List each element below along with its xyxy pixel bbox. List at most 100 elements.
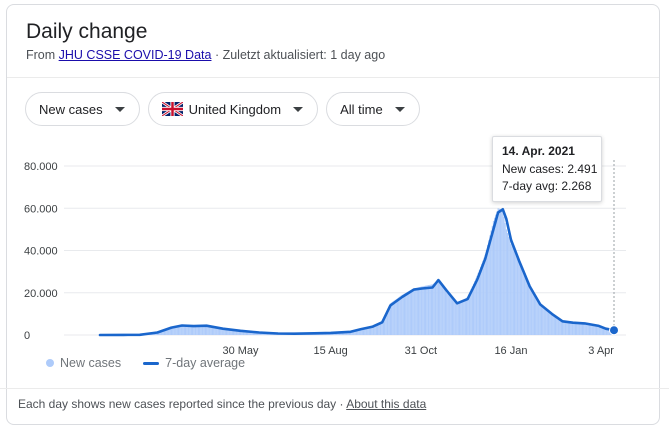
new-cases-bar	[532, 290, 534, 335]
avg-line	[98, 208, 616, 337]
new-cases-bar	[194, 325, 196, 335]
new-cases-bar	[457, 302, 459, 335]
new-cases-bar	[461, 300, 463, 335]
new-cases-bar	[373, 324, 375, 335]
new-cases-bar	[538, 301, 540, 335]
hover-tooltip: 14. Apr. 2021 New cases: 2.491 7-day avg…	[492, 136, 602, 202]
new-cases-bar	[475, 278, 477, 335]
new-cases-bar	[407, 291, 409, 335]
new-cases-bar	[503, 216, 505, 335]
new-cases-bar	[392, 301, 394, 335]
new-cases-bar	[556, 316, 558, 335]
new-cases-bar	[195, 325, 197, 335]
hover-point	[609, 325, 619, 336]
new-cases-bar	[558, 317, 560, 335]
new-cases-bar	[539, 303, 541, 335]
new-cases-bar	[398, 297, 400, 335]
region-dropdown[interactable]: United Kingdom	[147, 92, 319, 126]
new-cases-bar	[346, 332, 348, 335]
new-cases-bar	[525, 275, 527, 335]
new-cases-bar	[488, 240, 490, 335]
about-data-link[interactable]: About this data	[346, 397, 427, 411]
new-cases-bar	[432, 284, 434, 335]
new-cases-bar	[481, 263, 483, 335]
period-dropdown[interactable]: All time	[326, 92, 420, 126]
new-cases-bar	[550, 311, 552, 335]
new-cases-bar	[482, 260, 484, 335]
new-cases-bar	[510, 244, 512, 335]
new-cases-bar	[547, 309, 550, 335]
new-cases-bar	[401, 294, 403, 335]
new-cases-bar	[391, 302, 393, 335]
new-cases-bar	[241, 330, 243, 335]
new-cases-bar	[566, 321, 568, 335]
new-cases-bar	[426, 285, 428, 335]
new-cases-bar	[561, 320, 564, 335]
new-cases-bar	[176, 325, 178, 335]
new-cases-bar	[518, 258, 520, 335]
tooltip-new-cases: New cases: 2.491	[502, 162, 597, 176]
new-cases-bar	[207, 326, 209, 335]
new-cases-bar	[437, 280, 440, 335]
source-link[interactable]: JHU CSSE COVID-19 Data	[58, 48, 212, 62]
new-cases-bar	[490, 230, 492, 335]
y-tick-label: 0	[24, 330, 30, 342]
new-cases-bar	[396, 298, 399, 335]
new-cases-bar	[581, 323, 584, 335]
tooltip-date: 14. Apr. 2021	[502, 144, 575, 158]
region-dropdown-label: United Kingdom	[188, 101, 282, 117]
new-cases-bar	[553, 314, 555, 335]
new-cases-bar	[231, 329, 233, 335]
new-cases-bar	[576, 322, 578, 335]
source-prefix: From	[26, 48, 59, 62]
new-cases-bar	[439, 281, 441, 335]
new-cases-bar	[477, 272, 479, 335]
new-cases-bar	[371, 325, 373, 335]
x-tick-label: 3 Apr	[588, 345, 614, 357]
new-cases-bar	[516, 254, 518, 335]
new-cases-bar	[413, 288, 415, 335]
new-cases-bar	[528, 281, 530, 335]
new-cases-bar	[238, 330, 240, 335]
new-cases-bar	[434, 282, 436, 335]
new-cases-bar	[232, 329, 235, 335]
new-cases-bar	[428, 285, 430, 335]
new-cases-bar	[546, 309, 548, 335]
new-cases-bar	[512, 248, 514, 335]
new-cases-bar	[162, 329, 164, 335]
new-cases-bar	[341, 332, 344, 335]
new-cases-bar	[353, 330, 355, 335]
period-dropdown-label: All time	[340, 101, 383, 117]
new-cases-bar	[173, 326, 175, 335]
new-cases-bar	[484, 254, 486, 335]
new-cases-bar	[567, 321, 569, 335]
new-cases-bar	[498, 208, 500, 335]
new-cases-bar	[544, 307, 546, 335]
new-cases-bar	[172, 326, 174, 335]
new-cases-bar	[345, 332, 347, 335]
new-cases-bar	[599, 326, 601, 335]
new-cases-bar	[448, 295, 450, 335]
new-cases-bar	[394, 299, 396, 335]
new-cases-bar	[462, 299, 464, 335]
metric-dropdown[interactable]: New cases	[25, 92, 140, 126]
new-cases-bar	[485, 249, 488, 335]
new-cases-bar	[422, 286, 424, 335]
new-cases-bar	[193, 325, 195, 335]
new-cases-bar	[444, 290, 447, 335]
new-cases-bar	[229, 329, 231, 335]
new-cases-bar	[374, 324, 376, 335]
new-cases-bar	[393, 300, 395, 335]
new-cases-bar	[430, 284, 432, 335]
new-cases-bar	[218, 327, 221, 335]
new-cases-bar	[494, 217, 496, 335]
new-cases-bar	[464, 298, 466, 335]
new-cases-bar	[352, 331, 354, 335]
new-cases-bar	[386, 311, 388, 335]
new-cases-bar	[174, 326, 176, 335]
new-cases-bar	[506, 233, 509, 335]
new-cases-bar	[447, 293, 449, 335]
new-cases-bar	[358, 329, 360, 335]
new-cases-bar	[435, 281, 437, 335]
